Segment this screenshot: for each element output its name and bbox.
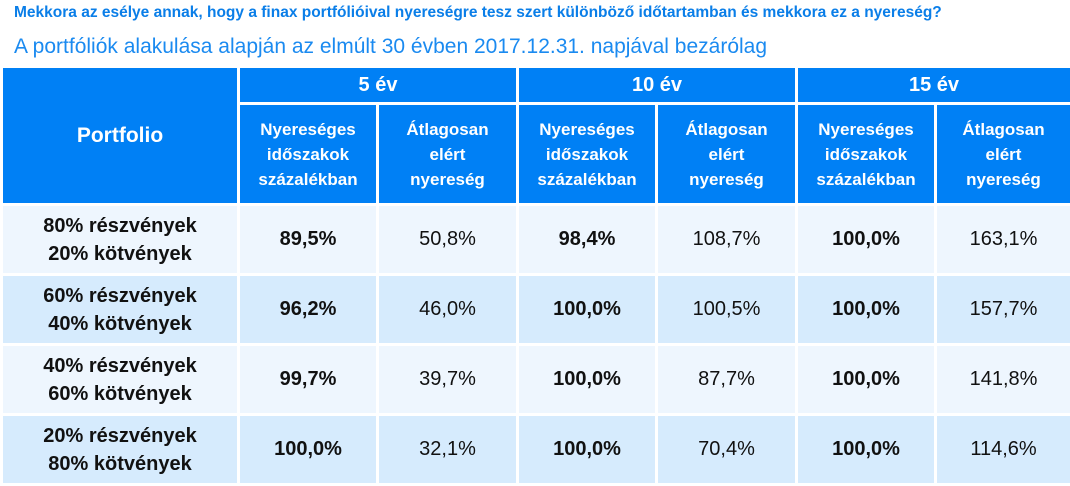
average-gain-cell: 163,1% — [936, 205, 1070, 275]
header-line: Nyereséges — [240, 117, 376, 142]
stocks-share: 40% részvények — [3, 352, 237, 380]
profitable-percent-cell: 99,7% — [239, 345, 378, 415]
period-header: 10 év — [518, 67, 797, 104]
period-header: 5 év — [239, 67, 518, 104]
bonds-share: 20% kötvények — [3, 240, 237, 268]
header-line: elért — [937, 142, 1070, 167]
header-line: százalékban — [240, 167, 376, 192]
profitable-percent-cell: 100,0% — [797, 205, 936, 275]
header-line: százalékban — [798, 167, 934, 192]
bonds-share: 40% kötvények — [3, 310, 237, 338]
profitable-percent-cell: 100,0% — [797, 275, 936, 345]
stocks-share: 80% részvények — [3, 212, 237, 240]
subtitle: A portfóliók alakulása alapján az elmúlt… — [14, 35, 767, 59]
average-gain-cell: 50,8% — [378, 205, 518, 275]
header-line: nyereség — [937, 167, 1070, 192]
average-gain-cell: 114,6% — [936, 415, 1070, 485]
stocks-share: 60% részvények — [3, 282, 237, 310]
portfolio-header: Portfolio — [2, 67, 239, 205]
header-line: elért — [379, 142, 516, 167]
average-gain-cell: 87,7% — [657, 345, 797, 415]
header-line: Átlagosan — [937, 117, 1070, 142]
profitable-percent-cell: 100,0% — [518, 275, 657, 345]
profitable-percent-cell: 100,0% — [239, 415, 378, 485]
profitable-percent-cell: 100,0% — [518, 415, 657, 485]
stocks-share: 20% részvények — [3, 422, 237, 450]
average-gain-cell: 32,1% — [378, 415, 518, 485]
profitable-percent-cell: 89,5% — [239, 205, 378, 275]
header-line: Átlagosan — [658, 117, 795, 142]
header-line: időszakok — [519, 142, 655, 167]
average-gain-cell: 141,8% — [936, 345, 1070, 415]
average-gain-cell: 100,5% — [657, 275, 797, 345]
header-line: Nyereséges — [798, 117, 934, 142]
profitable-percent-cell: 98,4% — [518, 205, 657, 275]
average-gain-cell: 70,4% — [657, 415, 797, 485]
bonds-share: 60% kötvények — [3, 380, 237, 408]
profitable-percent-cell: 100,0% — [518, 345, 657, 415]
header-line: százalékban — [519, 167, 655, 192]
average-gain-cell: 39,7% — [378, 345, 518, 415]
average-gain-cell: 46,0% — [378, 275, 518, 345]
profitable-percent-cell: 100,0% — [797, 415, 936, 485]
header-line: Nyereséges — [519, 117, 655, 142]
profitable-percent-cell: 96,2% — [239, 275, 378, 345]
header-line: nyereség — [658, 167, 795, 192]
header-line: időszakok — [240, 142, 376, 167]
header-line: Átlagosan — [379, 117, 516, 142]
header-line: elért — [658, 142, 795, 167]
question-title: Mekkora az esélye annak, hogy a finax po… — [14, 4, 942, 22]
bonds-share: 80% kötvények — [3, 450, 237, 478]
header-line: nyereség — [379, 167, 516, 192]
profitable-percent-cell: 100,0% — [797, 345, 936, 415]
average-gain-cell: 157,7% — [936, 275, 1070, 345]
period-header: 15 év — [797, 67, 1070, 104]
header-line: időszakok — [798, 142, 934, 167]
average-gain-cell: 108,7% — [657, 205, 797, 275]
